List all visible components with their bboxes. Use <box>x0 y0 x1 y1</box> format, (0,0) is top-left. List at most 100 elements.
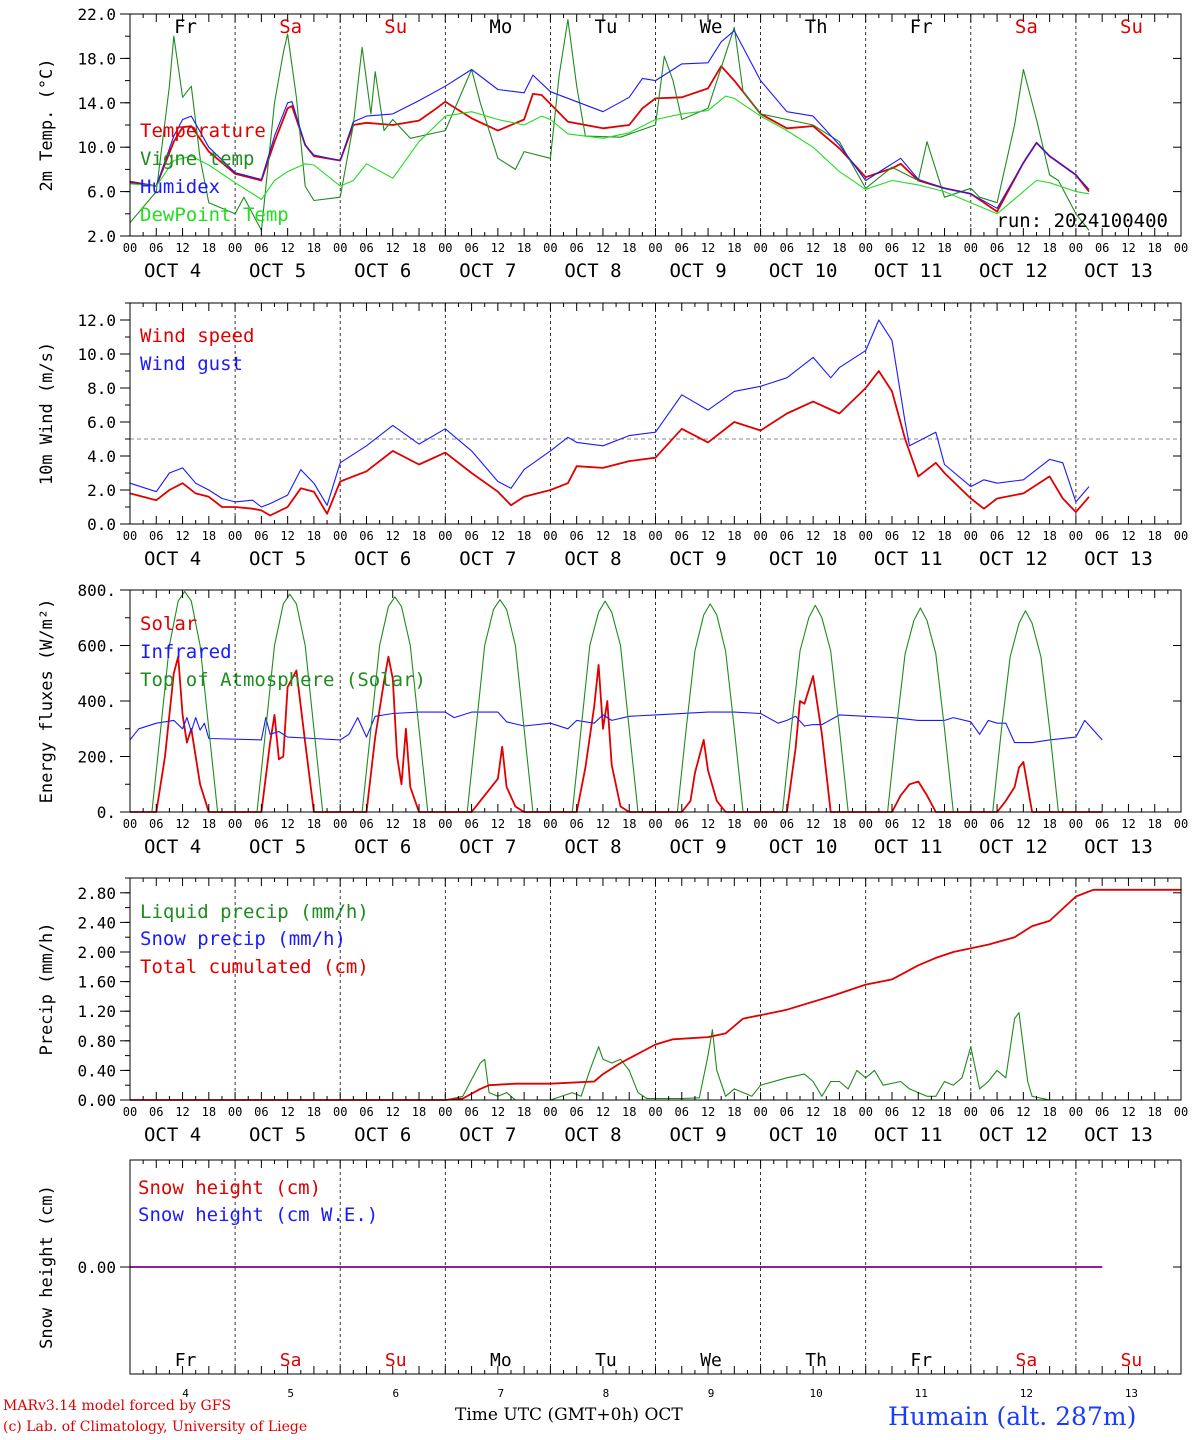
hour-tick-label: 12 <box>280 529 294 543</box>
hour-tick-label: 00 <box>543 529 557 543</box>
hour-tick-label: 12 <box>175 817 189 831</box>
hour-tick-label: 00 <box>543 241 557 255</box>
hour-tick-label: 00 <box>753 529 767 543</box>
y-tick-label: 0.00 <box>77 1258 116 1277</box>
hour-tick-label: 00 <box>648 817 662 831</box>
y-axis-label: 10m Wind (m/s) <box>37 342 57 485</box>
hour-tick-label: 00 <box>438 241 452 255</box>
hour-tick-label: 18 <box>1042 817 1056 831</box>
date-label: OCT 4 <box>144 1124 201 1146</box>
hour-tick-label: 12 <box>386 1105 400 1119</box>
y-tick-label: 10.0 <box>77 345 116 364</box>
date-label: OCT 6 <box>354 260 411 282</box>
hour-tick-label: 00 <box>648 1105 662 1119</box>
hour-tick-label: 00 <box>858 241 872 255</box>
hour-tick-label: 12 <box>491 241 505 255</box>
legend-entry: Snow height (cm W.E.) <box>138 1204 378 1226</box>
hour-tick-label: 12 <box>1121 817 1135 831</box>
date-label: OCT 6 <box>354 836 411 858</box>
y-tick-label: 2.80 <box>77 884 116 903</box>
legend-entry: Snow height (cm) <box>138 1177 321 1199</box>
time-axis-label: Time UTC (GMT+0h) OCT <box>455 1405 683 1425</box>
date-label: OCT 7 <box>459 1124 516 1146</box>
series-total-cumulated-cm- <box>130 888 1182 1101</box>
hour-tick-label: 06 <box>254 817 268 831</box>
hour-tick-label: 06 <box>569 1105 583 1119</box>
hour-tick-label: 18 <box>412 1105 426 1119</box>
hour-tick-label: 12 <box>1016 817 1030 831</box>
date-label: OCT 5 <box>249 260 306 282</box>
hour-tick-label: 18 <box>202 817 216 831</box>
station-name: Humain (alt. 287m) <box>888 1402 1137 1431</box>
hour-tick-label: 06 <box>990 241 1004 255</box>
y-tick-label: 22.0 <box>77 5 116 24</box>
day-number: 12 <box>1020 1387 1033 1400</box>
panel-flux: 00 06 12 18 00 06 12 18 00 06 12 18 00 06 12 18 00 06 12 18… <box>37 581 1188 858</box>
day-abbr: Su <box>385 1350 407 1371</box>
hour-tick-label: 06 <box>885 1105 899 1119</box>
hour-tick-label: 12 <box>280 241 294 255</box>
date-label: OCT 6 <box>354 548 411 570</box>
day-abbr: Sa <box>1016 1350 1038 1371</box>
legend-entry: DewPoint Temp <box>140 204 289 226</box>
series-humidex <box>129 30 1090 209</box>
day-abbr: Su <box>1121 1350 1143 1371</box>
hour-tick-label: 18 <box>727 817 741 831</box>
hour-tick-label: 12 <box>386 817 400 831</box>
hour-tick-label: 00 <box>543 817 557 831</box>
panel-temp: 00 06 12 18 00 06 12 18 00 06 12 18 00 06 12 18 00 06 12 18… <box>37 5 1188 282</box>
hour-tick-label: 18 <box>517 241 531 255</box>
hour-tick-label: 06 <box>569 529 583 543</box>
y-tick-label: 12.0 <box>77 311 116 330</box>
hour-tick-label: 00 <box>228 817 242 831</box>
hour-tick-label: 12 <box>806 529 820 543</box>
hour-tick-label: 18 <box>832 1105 846 1119</box>
day-abbr: Th <box>805 16 828 38</box>
y-tick-label: 600. <box>77 637 116 656</box>
hour-tick-label: 12 <box>280 817 294 831</box>
hour-tick-label: 06 <box>254 241 268 255</box>
y-axis-label: 2m Temp. (°C) <box>37 58 57 191</box>
hour-tick-label: 00 <box>648 241 662 255</box>
legend-entry: Temperature <box>140 120 266 142</box>
hour-tick-label: 18 <box>307 1105 321 1119</box>
hour-tick-label: 06 <box>569 241 583 255</box>
date-label: OCT 8 <box>564 260 621 282</box>
series-wind-speed <box>129 370 1090 517</box>
day-number: 11 <box>915 1387 928 1400</box>
date-label: OCT 12 <box>979 260 1048 282</box>
hour-tick-label: 12 <box>911 1105 925 1119</box>
meteogram-svg: 00 06 12 18 00 06 12 18 00 06 12 18 00 06 12 18 00 06 12 18… <box>37 5 1188 1400</box>
hour-tick-label: 12 <box>701 529 715 543</box>
day-abbr: Mo <box>490 1350 512 1371</box>
hour-tick-label: 00 <box>438 529 452 543</box>
date-label: OCT 4 <box>144 548 201 570</box>
hour-tick-label: 06 <box>885 529 899 543</box>
y-tick-label: 1.20 <box>77 1002 116 1021</box>
series-infrared <box>129 711 1103 744</box>
hour-tick-label: 00 <box>1174 241 1188 255</box>
hour-tick-label: 06 <box>885 817 899 831</box>
hour-tick-label: 18 <box>727 1105 741 1119</box>
day-number: 8 <box>603 1387 610 1400</box>
model-credit: MARv3.14 model forced by GFS <box>3 1398 232 1414</box>
legend-entry: Wind speed <box>140 325 254 347</box>
lab-credit: (c) Lab. of Climatology, University of L… <box>3 1419 308 1435</box>
date-label: OCT 5 <box>249 548 306 570</box>
hour-tick-label: 06 <box>1095 529 1109 543</box>
hour-tick-label: 06 <box>254 1105 268 1119</box>
hour-tick-label: 06 <box>1095 817 1109 831</box>
date-label: OCT 5 <box>249 836 306 858</box>
day-number: 13 <box>1125 1387 1138 1400</box>
hour-tick-label: 12 <box>386 241 400 255</box>
hour-tick-label: 12 <box>911 817 925 831</box>
hour-tick-label: 06 <box>149 241 163 255</box>
hour-tick-label: 06 <box>359 529 373 543</box>
day-abbr: Mo <box>489 16 512 38</box>
hour-tick-label: 00 <box>228 1105 242 1119</box>
day-number: 9 <box>708 1387 715 1400</box>
day-abbr: Fr <box>174 16 197 38</box>
hour-tick-label: 06 <box>780 817 794 831</box>
legend-entry: Solar <box>140 613 197 635</box>
hour-tick-label: 12 <box>280 1105 294 1119</box>
